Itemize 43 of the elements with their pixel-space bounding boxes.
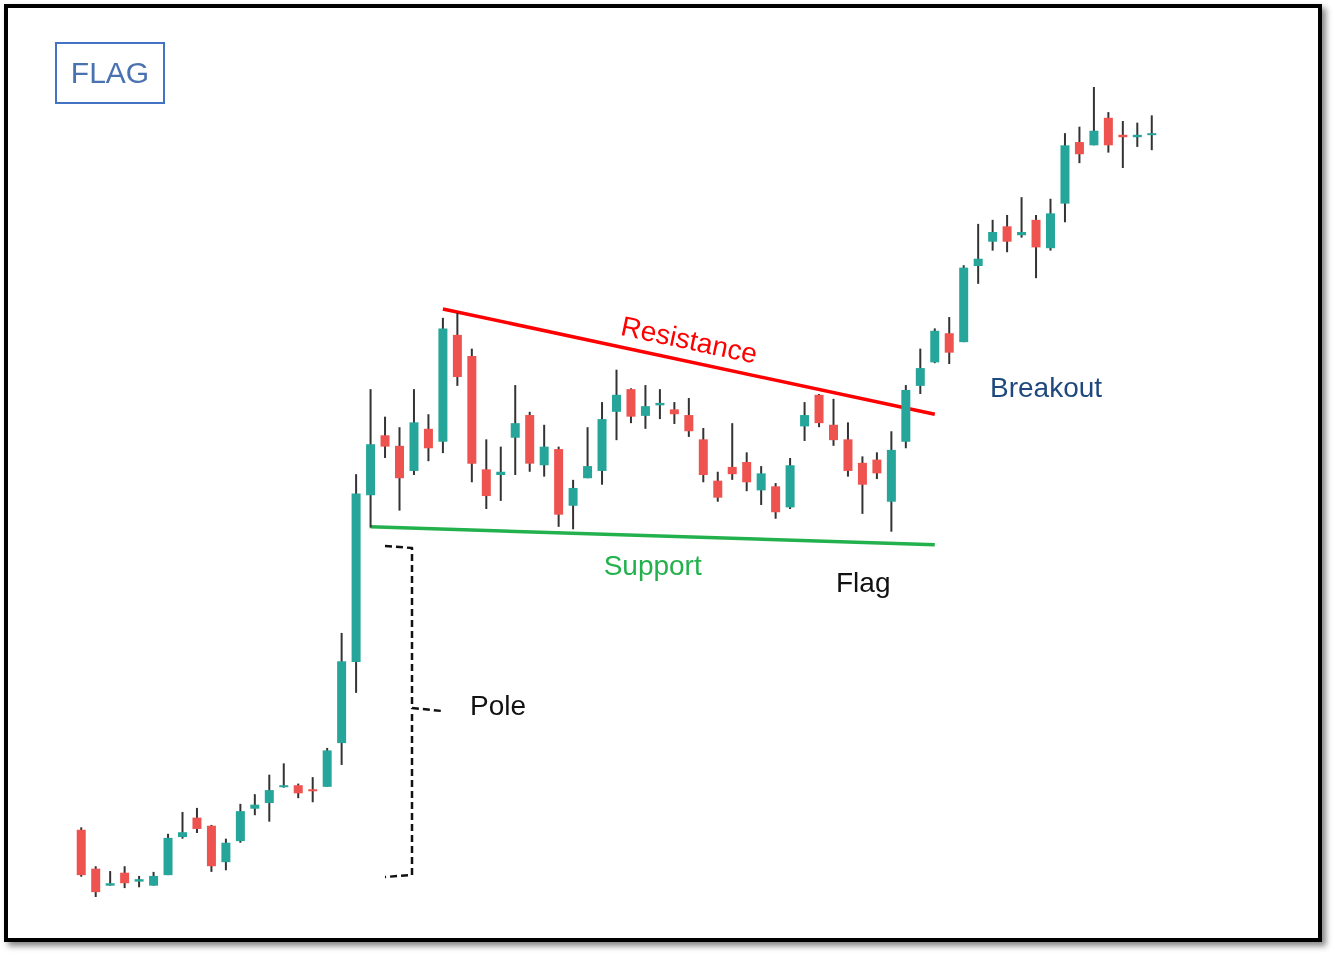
- candlestick: [915, 347, 925, 395]
- candlestick: [800, 401, 810, 442]
- candlestick: [120, 865, 130, 890]
- candlestick: [250, 793, 260, 817]
- candlestick: [857, 455, 867, 515]
- candlestick: [988, 218, 998, 252]
- annotation: Flag: [836, 567, 891, 599]
- candlestick: [568, 478, 578, 531]
- candlestick: [829, 397, 838, 447]
- candlestick: [380, 415, 390, 459]
- candlestick: [264, 773, 274, 823]
- candlestick: [713, 470, 723, 503]
- candlestick: [192, 806, 202, 835]
- candlestick: [944, 316, 954, 366]
- candlestick: [539, 423, 549, 478]
- candlestick: [612, 368, 621, 442]
- candlestick: [756, 465, 766, 506]
- candlestick: [727, 422, 737, 481]
- candlestick: [684, 397, 694, 438]
- annotation: Breakout: [990, 372, 1103, 404]
- candlestick: [973, 222, 983, 285]
- candlestick: [91, 865, 101, 898]
- candlestick: [583, 426, 593, 480]
- series-label: Support: [603, 550, 702, 582]
- candlestick: [669, 401, 679, 425]
- candlestick: [872, 451, 882, 481]
- candlestick: [221, 837, 231, 872]
- text: Resistance: [618, 310, 761, 370]
- candlestick: [279, 762, 289, 789]
- candlestick: [1002, 213, 1012, 254]
- annotation: Pole: [470, 690, 527, 722]
- chart-title: FLAG: [55, 42, 165, 104]
- candlestick: [1017, 196, 1027, 239]
- candlestick: [496, 445, 506, 502]
- candlestick: [178, 810, 187, 840]
- candlestick: [640, 384, 650, 430]
- candlestick: [1089, 86, 1099, 147]
- candlestick: [742, 451, 752, 493]
- candlestick: [308, 776, 318, 804]
- candlestick: [1147, 114, 1157, 152]
- candlestick: [1074, 125, 1084, 165]
- candlestick: [423, 413, 433, 463]
- candlestick: [510, 384, 520, 476]
